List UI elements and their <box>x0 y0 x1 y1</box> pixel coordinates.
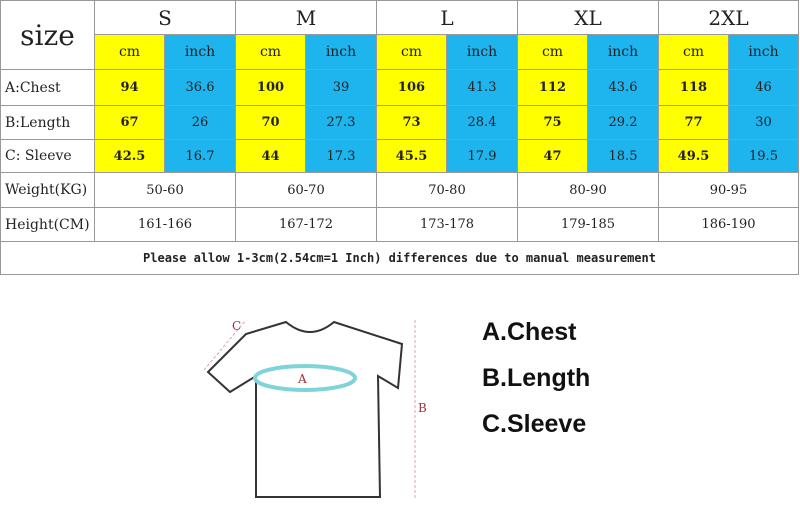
legend-text: A.Chest <box>482 318 577 346</box>
row-label: A:Chest <box>0 69 95 106</box>
marker-label: A <box>297 372 307 386</box>
inch-value: 46 <box>728 69 799 106</box>
row-label: B:Length <box>0 105 95 140</box>
chest-marker <box>253 364 357 392</box>
unit-header: cm <box>235 34 306 70</box>
unit-header: inch <box>587 34 659 70</box>
unit-header: cm <box>94 34 165 70</box>
size-header: 2XL <box>658 0 799 35</box>
cm-value: 77 <box>658 105 729 140</box>
marker-label: C <box>232 319 241 333</box>
unit-header: cm <box>376 34 447 70</box>
range-value: 186-190 <box>658 207 799 242</box>
cm-value: 42.5 <box>94 139 165 173</box>
range-value: 60-70 <box>235 172 377 208</box>
unit-header: inch <box>446 34 518 70</box>
inch-value: 43.6 <box>587 69 659 106</box>
table-note: Please allow 1-3cm(2.54cm=1 Inch) differ… <box>0 241 799 275</box>
range-value: 50-60 <box>94 172 236 208</box>
cm-value: 75 <box>517 105 588 140</box>
cm-value: 100 <box>235 69 306 106</box>
range-value: 161-166 <box>94 207 236 242</box>
shirt-outline <box>206 320 404 498</box>
inch-value: 19.5 <box>728 139 799 173</box>
inch-value: 41.3 <box>446 69 518 106</box>
legend-text: C.Sleeve <box>482 410 586 438</box>
cm-value: 118 <box>658 69 729 106</box>
inch-value: 39 <box>305 69 377 106</box>
inch-value: 27.3 <box>305 105 377 140</box>
sleeve-marker <box>203 319 247 371</box>
corner-label: size <box>0 0 95 70</box>
size-header: XL <box>517 0 659 35</box>
inch-value: 17.9 <box>446 139 518 173</box>
range-value: 70-80 <box>376 172 518 208</box>
legend-text: B.Length <box>482 364 590 392</box>
marker-label: B <box>418 401 427 415</box>
inch-value: 30 <box>728 105 799 140</box>
inch-value: 18.5 <box>587 139 659 173</box>
